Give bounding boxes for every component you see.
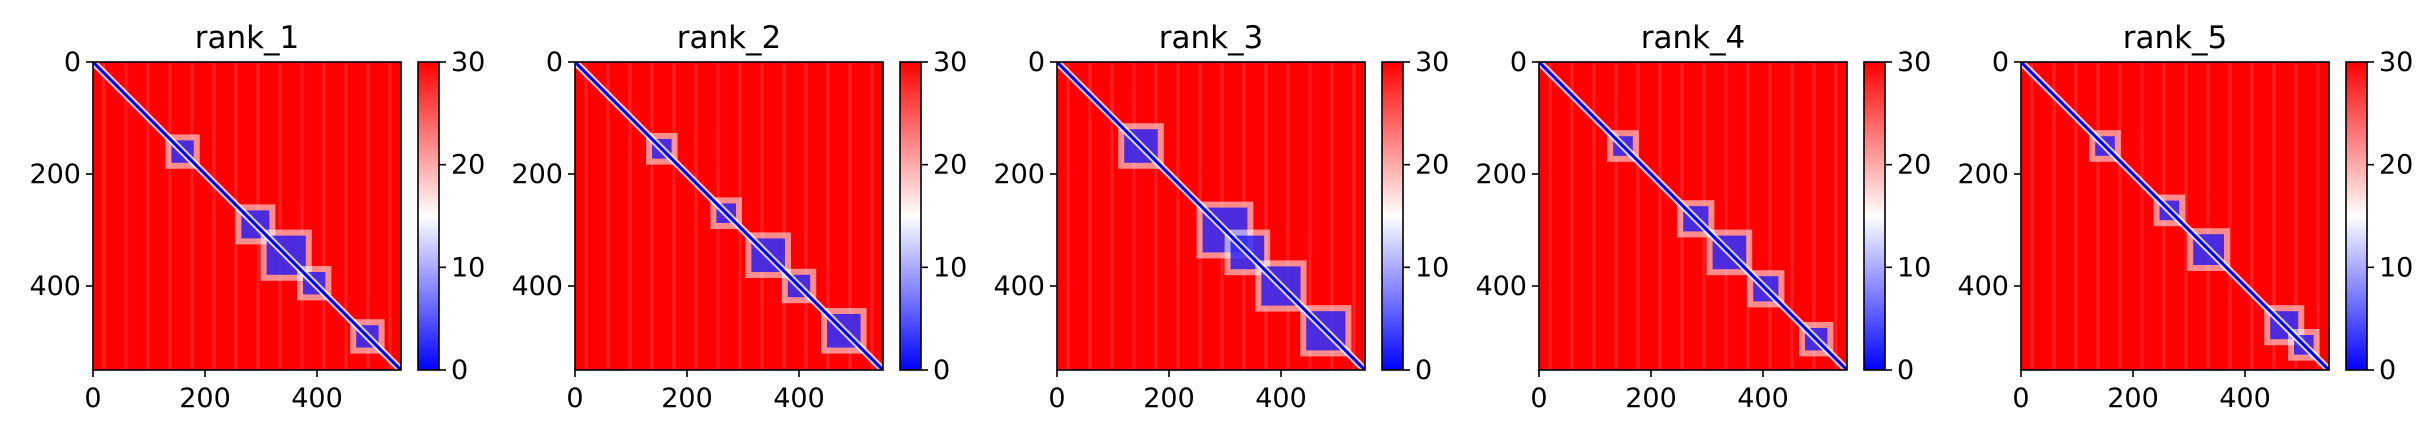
y-tick-label: 400 — [993, 271, 1045, 302]
x-tick-label: 200 — [179, 383, 231, 414]
colorbar-tick-label: 30 — [451, 47, 485, 78]
y-tick-label: 0 — [546, 47, 563, 78]
colorbar-tick-label: 0 — [451, 355, 468, 386]
colorbar-tick-label: 10 — [2379, 252, 2413, 283]
heatmap-area — [1539, 62, 1847, 370]
y-tick-label: 200 — [29, 159, 81, 190]
colorbar-tick-label: 10 — [933, 252, 967, 283]
panel-title: rank_1 — [195, 20, 300, 56]
x-tick-label: 200 — [1625, 383, 1677, 414]
y-tick-label: 0 — [1028, 47, 1045, 78]
x-tick-label: 0 — [1048, 383, 1065, 414]
colorbar-tick-label: 10 — [451, 252, 485, 283]
y-tick-label: 400 — [1957, 271, 2009, 302]
diagonal-line — [93, 62, 401, 370]
colorbar-tick-label: 0 — [1415, 355, 1432, 386]
colorbar — [1382, 62, 1403, 370]
x-tick-label: 0 — [1530, 383, 1547, 414]
colorbar-frame — [899, 61, 922, 371]
y-tick-label: 200 — [511, 159, 563, 190]
y-tick-label: 0 — [1510, 47, 1527, 78]
x-tick-label: 0 — [566, 383, 583, 414]
plot-frame — [1056, 61, 1366, 371]
plot-frame — [1538, 61, 1848, 371]
plot-frame — [92, 61, 402, 371]
diagonal-line — [575, 62, 883, 370]
colorbar-tick-label: 30 — [2379, 47, 2413, 78]
x-tick-label: 400 — [773, 383, 825, 414]
colorbar — [2346, 62, 2367, 370]
colorbar-tick-label: 30 — [1415, 47, 1449, 78]
heatmap-panel-4: rank_4 0 200 400 0 200 400 0 10 20 30 — [1475, 20, 1931, 414]
x-tick-label: 0 — [2012, 383, 2029, 414]
colorbar-frame — [417, 61, 440, 371]
x-tick-label: 400 — [291, 383, 343, 414]
colorbar-tick-label: 10 — [1897, 252, 1931, 283]
y-tick-label: 200 — [1475, 159, 1527, 190]
diagonal-line — [1057, 62, 1365, 370]
panel-title: rank_2 — [677, 20, 782, 56]
panel-title: rank_3 — [1159, 20, 1264, 56]
colorbar-tick-label: 20 — [933, 150, 967, 181]
diagonal-line — [1539, 62, 1847, 370]
x-tick-label: 0 — [84, 383, 101, 414]
x-tick-label: 200 — [2107, 383, 2159, 414]
plot-frame — [574, 61, 884, 371]
colorbar — [1864, 62, 1885, 370]
panel-title: rank_4 — [1641, 20, 1746, 56]
y-tick-label: 400 — [29, 271, 81, 302]
colorbar-tick-label: 20 — [1415, 150, 1449, 181]
colorbar-tick-label: 20 — [2379, 150, 2413, 181]
colorbar-tick-label: 30 — [933, 47, 967, 78]
panel-title: rank_5 — [2123, 20, 2228, 56]
colorbar-tick-label: 0 — [933, 355, 950, 386]
y-tick-label: 400 — [511, 271, 563, 302]
colorbar-tick-label: 30 — [1897, 47, 1931, 78]
colorbar-frame — [1863, 61, 1886, 371]
heatmap-area — [1057, 62, 1365, 370]
x-tick-label: 200 — [661, 383, 713, 414]
colorbar-tick-label: 10 — [1415, 252, 1449, 283]
x-tick-label: 400 — [1255, 383, 1307, 414]
y-tick-label: 200 — [993, 159, 1045, 190]
colorbar-tick-label: 0 — [1897, 355, 1914, 386]
y-tick-label: 400 — [1475, 271, 1527, 302]
heatmap-panel-5: rank_5 0 200 400 0 200 400 0 10 20 30 — [1957, 20, 2413, 414]
colorbar-frame — [2345, 61, 2368, 371]
diagonal-line — [2021, 62, 2329, 370]
plot-frame — [2020, 61, 2330, 371]
heatmap-area — [2021, 62, 2329, 370]
x-tick-label: 400 — [2219, 383, 2271, 414]
colorbar — [418, 62, 439, 370]
heatmap-panel-1: rank_1 0 200 400 0 200 400 0 10 20 30 — [29, 20, 485, 414]
y-tick-label: 0 — [1992, 47, 2009, 78]
colorbar-frame — [1381, 61, 1404, 371]
heatmap-panel-2: rank_2 0 200 400 0 200 400 0 10 20 30 — [511, 20, 967, 414]
heatmap-area — [575, 62, 883, 370]
heatmap-panel-3: rank_3 0 200 400 0 200 400 0 10 20 30 — [993, 20, 1449, 414]
y-tick-label: 0 — [64, 47, 81, 78]
colorbar-tick-label: 20 — [1897, 150, 1931, 181]
heatmap-area — [93, 62, 401, 370]
x-tick-label: 200 — [1143, 383, 1195, 414]
colorbar-tick-label: 0 — [2379, 355, 2396, 386]
colorbar-tick-label: 20 — [451, 150, 485, 181]
x-tick-label: 400 — [1737, 383, 1789, 414]
colorbar — [900, 62, 921, 370]
y-tick-label: 200 — [1957, 159, 2009, 190]
